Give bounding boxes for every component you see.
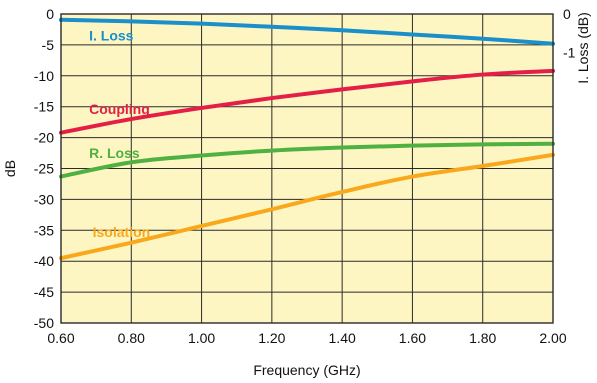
x-tick-label: 1.80 — [469, 330, 496, 346]
series-label-r-loss: R. Loss — [89, 145, 140, 161]
y2-tick-labels: 0 -1 — [563, 6, 576, 61]
y-tick-label: -50 — [34, 315, 54, 331]
x-tick-label: 2.00 — [539, 330, 566, 346]
series-label-isolation: Isolation — [93, 224, 151, 240]
y-tick-label: -30 — [34, 191, 54, 207]
y2-axis-label: I. Loss (dB) — [575, 12, 591, 84]
series-line-i-loss — [59, 17, 555, 46]
y-tick-label: -20 — [34, 130, 54, 146]
series-label-i-loss: I. Loss — [89, 27, 134, 43]
y-tick-label: -10 — [34, 68, 54, 84]
y-tick-label: -25 — [34, 161, 54, 177]
x-tick-labels: 0.60 0.80 1.00 1.20 1.40 1.60 1.80 2.00 — [47, 330, 566, 346]
series-layer — [59, 17, 555, 261]
x-tick-label: 1.00 — [188, 330, 215, 346]
series-label-coupling: Coupling — [89, 101, 150, 117]
y2-tick-label: 0 — [563, 6, 571, 22]
series-line-r-loss — [59, 141, 555, 179]
y-tick-label: 0 — [46, 6, 54, 22]
series-line-coupling — [59, 68, 555, 135]
y-tick-label: -45 — [34, 284, 54, 300]
series-line-isolation — [59, 152, 555, 261]
y-tick-label: -5 — [42, 37, 55, 53]
plot-frame — [60, 13, 554, 324]
x-axis-label: Frequency (GHz) — [253, 362, 360, 378]
x-tick-label: 1.20 — [258, 330, 285, 346]
x-tick-label: 1.60 — [399, 330, 426, 346]
y-tick-labels: 0 -5 -10 -15 -20 -25 -30 -35 -40 -45 -50 — [34, 6, 54, 331]
x-tick-label: 1.40 — [329, 330, 356, 346]
x-tick-label: 0.80 — [118, 330, 145, 346]
y-tick-label: -15 — [34, 99, 54, 115]
series-labels: I. Loss Coupling R. Loss Isolation — [89, 27, 150, 240]
y-tick-label: -35 — [34, 222, 54, 238]
x-tick-label: 0.60 — [47, 330, 74, 346]
y2-tick-label: -1 — [563, 45, 576, 61]
y-axis-label: dB — [2, 160, 18, 177]
y-tick-label: -40 — [34, 253, 54, 269]
